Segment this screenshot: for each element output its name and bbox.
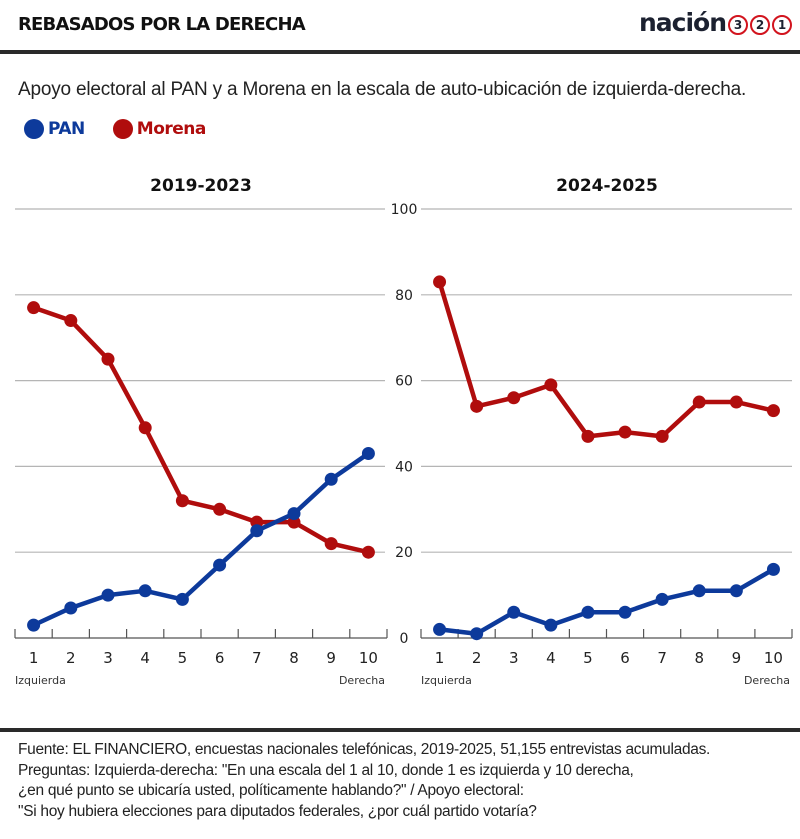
data-point-morena [507, 391, 521, 405]
source-line: Fuente: EL FINANCIERO, encuestas naciona… [18, 741, 711, 758]
x-tick-label: 3 [509, 649, 519, 667]
data-point-morena [470, 399, 484, 413]
brand-word: nación [638, 8, 727, 37]
x-tick-label: 5 [178, 649, 188, 667]
x-tick-label: 9 [326, 649, 336, 667]
question-line: ¿en qué punto se ubicaría usted, polític… [18, 782, 524, 799]
data-point-pan [470, 627, 484, 641]
data-point-morena [361, 545, 375, 559]
y-tick-label: 40 [395, 459, 413, 475]
data-point-pan [64, 601, 78, 615]
x-tick-label: 10 [359, 649, 378, 667]
chart-subtitle: Apoyo electoral al PAN y a Morena en la … [18, 79, 747, 100]
x-tick-label: 4 [546, 649, 556, 667]
data-point-morena [692, 395, 706, 409]
data-point-morena [766, 404, 780, 418]
legend-label-pan: PAN [48, 119, 85, 139]
data-point-pan [766, 562, 780, 576]
data-point-pan [433, 622, 447, 636]
data-point-pan [655, 592, 669, 606]
data-point-pan [287, 507, 301, 521]
data-point-morena [175, 494, 189, 508]
legend-marker-morena-icon [112, 119, 133, 139]
data-point-morena [655, 429, 669, 443]
data-point-morena [324, 537, 338, 551]
brand-number-2-icon: 2 [750, 14, 770, 35]
brand-number-1-icon: 1 [772, 14, 792, 35]
brand-number-3-icon: 3 [728, 14, 748, 35]
data-point-pan [175, 592, 189, 606]
x-tick-label: 1 [29, 649, 39, 667]
data-point-pan [324, 472, 338, 486]
x-tick-label: 2 [66, 649, 76, 667]
data-point-pan [507, 605, 521, 619]
data-point-pan [618, 605, 632, 619]
question-line: Preguntas: Izquierda-derecha: "En una es… [18, 761, 634, 779]
y-tick-label: 100 [391, 202, 418, 218]
data-point-morena [729, 395, 743, 409]
data-point-pan [729, 584, 743, 598]
data-point-pan [101, 588, 115, 602]
series-line-morena [31, 305, 371, 555]
legend-item-morena: Morena [112, 119, 207, 139]
source-note: Fuente: EL FINANCIERO, encuestas naciona… [18, 740, 710, 822]
data-point-pan [138, 584, 152, 598]
data-point-morena [581, 429, 595, 443]
series-line-morena [437, 279, 776, 439]
data-point-morena [433, 275, 447, 289]
data-point-morena [138, 421, 152, 435]
x-axis-label-left: Izquierda [15, 674, 66, 687]
x-tick-label: 1 [435, 649, 445, 667]
panel-title-2019-2023: 2019-2023 [150, 176, 252, 196]
x-tick-label: 5 [583, 649, 593, 667]
data-point-morena [544, 378, 558, 392]
data-point-pan [27, 618, 41, 632]
legend-item-pan: PAN [24, 119, 85, 139]
data-point-morena [213, 502, 227, 516]
data-point-morena [618, 425, 632, 439]
question-line: "Si hoy hubiera elecciones para diputado… [18, 802, 537, 820]
x-tick-label: 7 [252, 649, 262, 667]
charts-svg: 0 20 40 60 80 100 1 2 3 4 5 6 7 8 9 10 Izquierda Derecha 1… [14, 202, 793, 687]
y-tick-label: 0 [400, 631, 409, 647]
x-tick-label: 4 [140, 649, 150, 667]
legend-label-morena: Morena [136, 119, 207, 139]
x-tick-label: 7 [657, 649, 667, 667]
x-tick-label: 10 [764, 649, 783, 667]
x-tick-label: 6 [620, 649, 630, 667]
data-point-pan [213, 558, 227, 572]
header-title: REBASADOS POR LA DERECHA [18, 14, 306, 35]
data-point-pan [361, 447, 375, 461]
x-tick-label: 8 [289, 649, 299, 667]
y-tick-label: 20 [395, 545, 413, 561]
x-axis-label-right: Derecha [339, 674, 385, 687]
series-line-pan [31, 451, 371, 628]
legend-marker-pan-icon [24, 119, 44, 139]
data-point-pan [544, 618, 558, 632]
x-tick-label: 8 [694, 649, 704, 667]
x-tick-label: 9 [732, 649, 742, 667]
x-tick-label: 6 [215, 649, 225, 667]
brand-logo: nación 3 2 1 [639, 8, 792, 37]
footer-divider [0, 728, 800, 732]
header-divider [0, 50, 800, 54]
x-tick-label: 2 [472, 649, 482, 667]
data-point-pan [692, 584, 706, 598]
y-tick-label: 80 [395, 288, 413, 304]
legend: PAN Morena [24, 119, 234, 139]
data-point-morena [27, 301, 41, 315]
x-tick-label: 3 [103, 649, 113, 667]
data-point-pan [581, 605, 595, 619]
panel-title-2024-2025: 2024-2025 [556, 176, 658, 196]
data-point-morena [64, 314, 78, 328]
x-axis-label-left: Izquierda [421, 674, 472, 687]
data-point-morena [101, 352, 115, 366]
y-tick-label: 60 [395, 374, 413, 390]
series-line-pan [437, 567, 776, 636]
x-axis-label-right: Derecha [744, 674, 790, 687]
data-point-pan [250, 524, 264, 538]
